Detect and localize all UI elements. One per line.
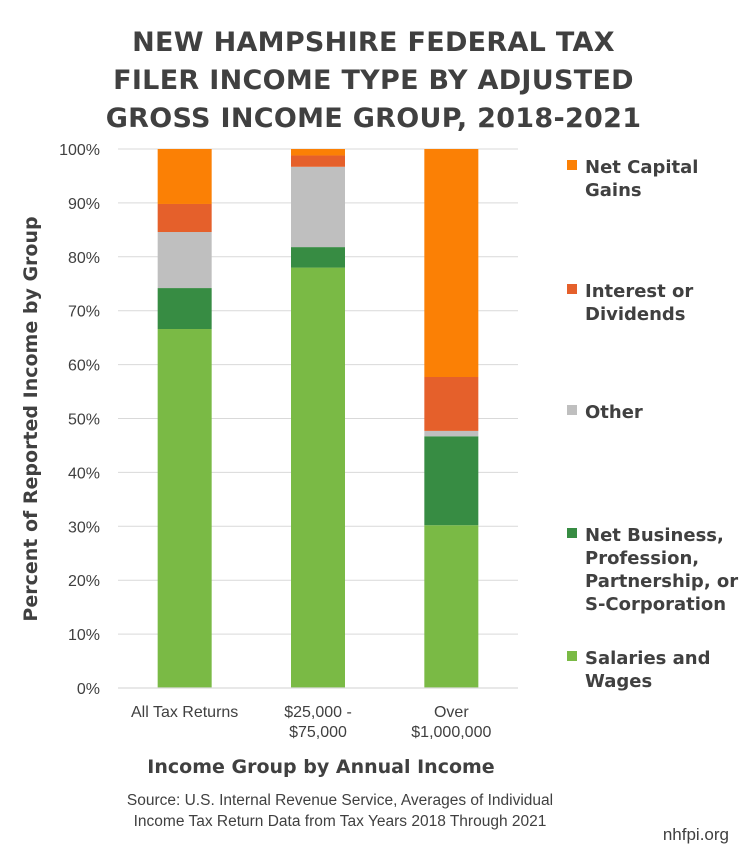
y-tick-label: 90% <box>68 196 100 213</box>
x-tick-label: $25,000 -$75,000 <box>284 704 352 741</box>
bar-segment <box>291 166 345 248</box>
bar-segment <box>157 149 212 204</box>
x-axis-label: Income Group by Annual Income <box>147 756 494 778</box>
bar-segment <box>424 430 479 437</box>
y-tick-label: 20% <box>68 573 100 590</box>
legend-swatch <box>567 405 577 415</box>
brand-url: nhfpi.org <box>662 825 729 844</box>
y-tick-label: 60% <box>68 358 100 375</box>
bar-segment <box>157 288 212 330</box>
bar-segment <box>291 155 345 167</box>
bar-segment <box>424 149 479 377</box>
chart-title-line-2: FILER INCOME TYPE BY ADJUSTED <box>113 65 634 96</box>
legend: Net Capital Gains Interest or Dividends Othe… <box>567 157 738 692</box>
bar-segment <box>157 203 212 233</box>
chart-title-line-1: NEW HAMPSHIRE FEDERAL TAX <box>132 27 615 58</box>
y-tick-label: 40% <box>68 465 100 482</box>
source-line-1: Source: U.S. Internal Revenue Service, A… <box>126 792 554 809</box>
legend-swatch <box>567 284 577 294</box>
bar-segment <box>291 247 345 268</box>
x-axis-tick-labels: All Tax Returns $25,000 -$75,000 Over $1,00… <box>131 704 491 741</box>
y-tick-label: 30% <box>68 519 100 536</box>
bar-segment <box>157 232 212 289</box>
legend-item: Net Business, Profession, Partnership, or S… <box>567 525 738 615</box>
y-tick-label: 50% <box>68 412 100 429</box>
legend-item: Interest or Dividends <box>567 281 693 325</box>
y-tick-label: 100% <box>59 142 100 159</box>
y-tick-label: 70% <box>68 304 100 321</box>
source-note: Source: U.S. Internal Revenue Service, A… <box>40 790 640 832</box>
source-line-2: Income Tax Return Data from Tax Years 20… <box>133 813 547 830</box>
x-tick-label: All Tax Returns <box>131 704 238 721</box>
bar-segment <box>291 149 345 156</box>
legend-label: Salaries and Wages <box>585 648 711 692</box>
chart-title-line-3: GROSS INCOME GROUP, 2018-2021 <box>105 103 642 134</box>
legend-item: Other <box>567 402 643 423</box>
y-tick-label: 80% <box>68 250 100 267</box>
legend-label: Net Business, Profession, Partnership, or S… <box>585 525 738 615</box>
legend-swatch <box>567 528 577 538</box>
legend-swatch <box>567 160 577 170</box>
bar-segment <box>157 329 212 688</box>
y-tick-label: 10% <box>68 627 100 644</box>
bar-segment <box>424 376 479 431</box>
legend-label: Interest or Dividends <box>585 281 693 325</box>
bar-segment <box>424 436 479 526</box>
bar-segment <box>424 525 479 688</box>
legend-item: Net Capital Gains <box>567 157 698 201</box>
y-tick-label: 0% <box>77 681 100 698</box>
y-axis-tick-labels: 0% 10% 20% 30% 40% 50% 60% 70% 80% 90% 100% <box>59 142 100 698</box>
legend-item: Salaries and Wages <box>567 648 711 692</box>
chart-title: NEW HAMPSHIRE FEDERAL TAX FILER INCOME T… <box>0 24 747 138</box>
bar-segment <box>291 267 345 688</box>
bars <box>118 149 518 689</box>
y-axis-label: Percent of Reported Income by Group <box>20 216 42 621</box>
legend-label: Net Capital Gains <box>585 157 698 201</box>
x-tick-label: Over $1,000,000 <box>411 704 491 741</box>
legend-label: Other <box>585 402 643 423</box>
legend-swatch <box>567 651 577 661</box>
